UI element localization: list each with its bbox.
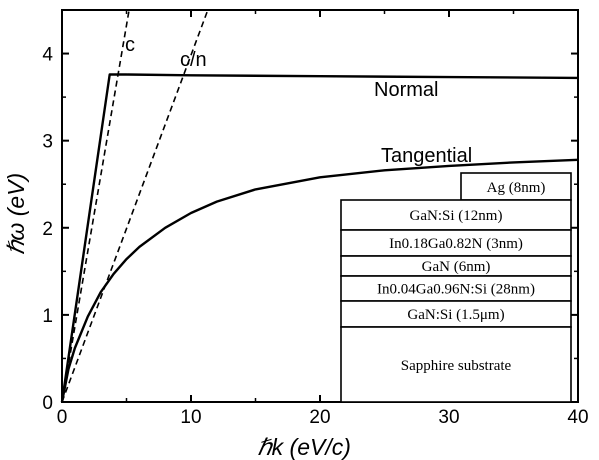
y-tick-label: 1: [42, 306, 53, 327]
y-tick-label: 2: [42, 219, 53, 240]
series-label-tangential: Tangential: [381, 145, 472, 167]
x-tick-label: 10: [180, 407, 201, 428]
layer-ingan-3nm-box: [340, 229, 572, 257]
series-c-light-line: [61, 9, 130, 403]
layer-sapphire-label: Sapphire substrate: [401, 358, 512, 374]
layer-label-ag: Ag (8nm): [487, 180, 546, 196]
x-axis-title: ℏk (eV/c): [257, 434, 351, 460]
layer-gan-si-1-5um-box: [340, 300, 572, 328]
series-label-c-over-n: c/n: [180, 49, 207, 71]
layer-box-ag: [460, 172, 572, 201]
x-tick-label: 20: [309, 407, 330, 428]
layer-ingan-si-28nm-label: In0.04Ga0.96N:Si (28nm): [377, 282, 535, 298]
tick-labels: 0 10 20 30 40 0 1 2 3 4: [42, 10, 589, 428]
y-tick-label: 0: [42, 393, 53, 414]
series-group: [60, 9, 579, 403]
layer-gan-si-12nm-box: [340, 199, 572, 231]
y-tick-label: 4: [42, 45, 53, 66]
layer-gan-si-12nm-label: GaN:Si (12nm): [410, 208, 503, 224]
layer-stack-inset: Ag (8nm) GaN:Si (12nm) In0.18Ga0.82N (3nm)…: [340, 172, 572, 403]
layer-ingan-3nm-label: In0.18Ga0.82N (3nm): [389, 236, 523, 252]
y-tick-label: 3: [42, 132, 53, 153]
y-axis-title: ℏω (eV): [3, 173, 29, 255]
x-tick-label: 40: [567, 407, 588, 428]
series-tangential-curve: [60, 158, 579, 403]
x-tick-label: 0: [57, 407, 68, 428]
x-tick-label: 30: [438, 407, 459, 428]
series-label-c: c: [125, 34, 135, 56]
layer-gan-si-1-5um-label: GaN:Si (1.5μm): [407, 307, 504, 323]
layer-sapphire-box: [340, 326, 572, 403]
layer-ingan-si-28nm-box: [340, 275, 572, 302]
layer-gan-6nm-label: GaN (6nm): [422, 259, 491, 275]
series-normal-curve: [60, 73, 579, 403]
series-label-normal: Normal: [374, 79, 438, 101]
